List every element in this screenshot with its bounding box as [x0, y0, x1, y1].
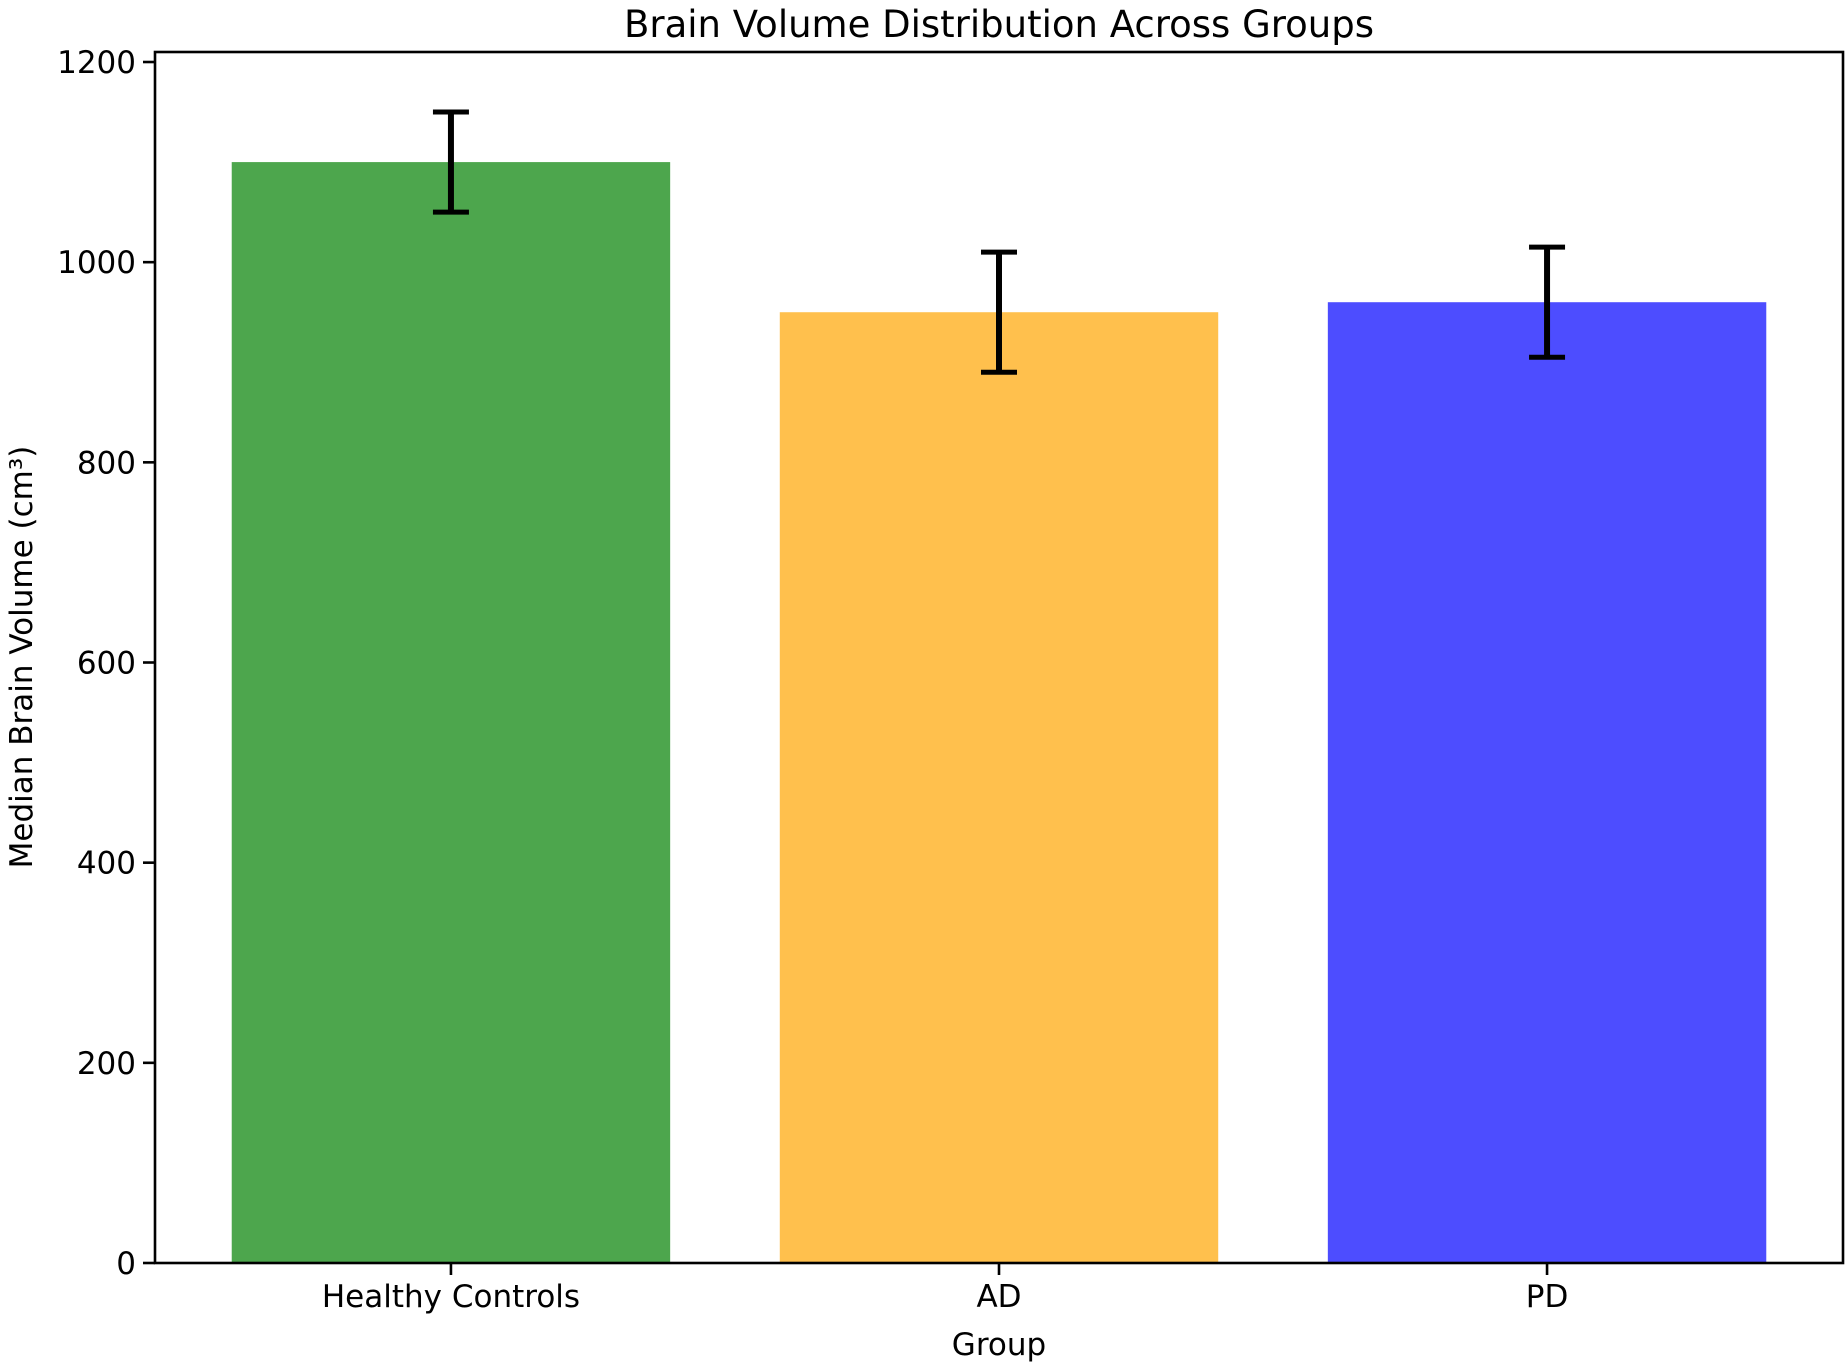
y-tick-label: 800	[77, 445, 136, 481]
bar-healthy-controls	[231, 162, 671, 1263]
x-axis-label: Group	[952, 1327, 1046, 1363]
y-tick-label: 1000	[57, 245, 136, 281]
chart-title: Brain Volume Distribution Across Groups	[624, 3, 1374, 46]
ticks-layer: 0 200 400 600 800 1000 1200 Healthy Controls AD P…	[57, 45, 1568, 1315]
y-tick-label: 600	[77, 646, 136, 682]
bars-layer	[231, 162, 1767, 1264]
error-bars-layer	[432, 109, 1566, 375]
bar-ad	[779, 312, 1219, 1264]
y-tick-label: 200	[77, 1046, 136, 1082]
y-tick-label: 0	[116, 1246, 136, 1282]
x-tick-label: Healthy Controls	[322, 1279, 580, 1315]
axes-frame	[153, 50, 1845, 1265]
x-tick-label: AD	[976, 1279, 1021, 1315]
y-tick-label: 400	[77, 846, 136, 882]
y-axis-label: Median Brain Volume (cm³)	[4, 446, 40, 869]
x-tick-label: PD	[1526, 1279, 1569, 1315]
y-tick-label: 1200	[57, 45, 136, 81]
bar-pd	[1327, 302, 1767, 1263]
